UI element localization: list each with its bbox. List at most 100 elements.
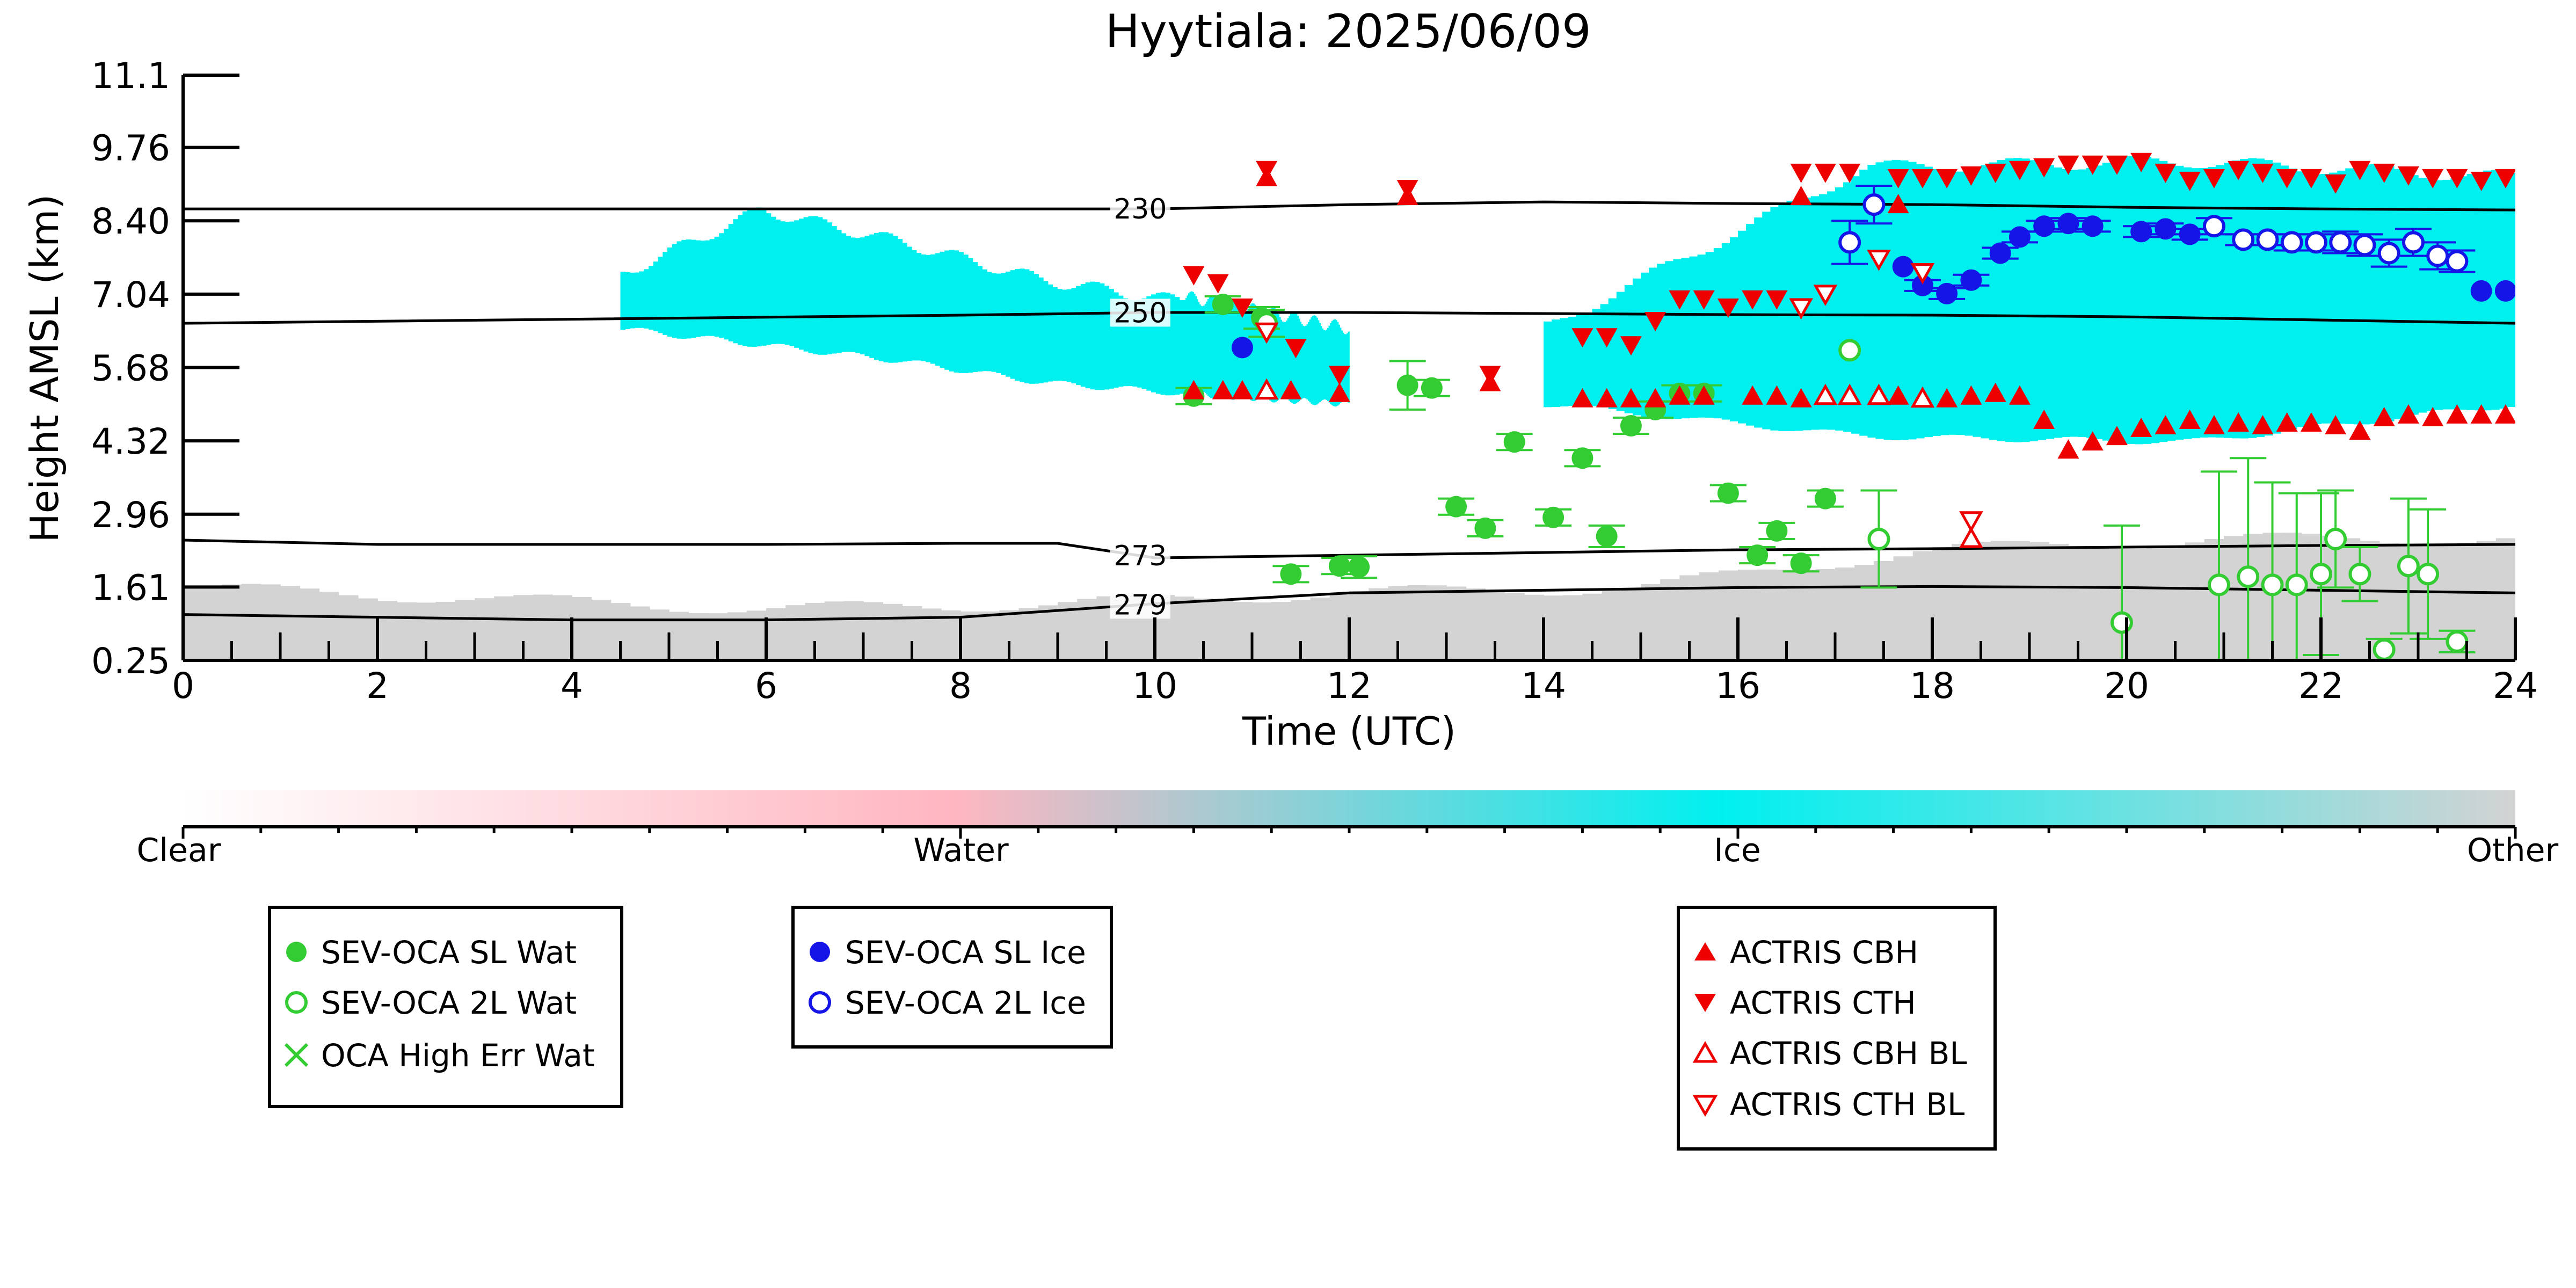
classification-column [1206, 301, 1208, 395]
data-point-actris-cth [1207, 274, 1229, 294]
classification-column [2005, 158, 2014, 442]
data-point-sev-oca-2l-wat [2324, 527, 2347, 550]
classification-column [1973, 168, 1982, 437]
classification-column [1160, 292, 1166, 395]
classification-column [1314, 316, 1317, 405]
classification-column [784, 222, 790, 345]
data-point-actris-cbh [2276, 412, 2298, 432]
classification-column [1762, 212, 1771, 430]
classification-column [435, 601, 456, 660]
data-point-actris-cth [1766, 290, 1788, 310]
data-point-sev-oca-2l-ice [2402, 231, 2425, 254]
data-point-actris-cth [1183, 266, 1205, 286]
classification-column [991, 273, 997, 372]
classification-column [1213, 296, 1215, 398]
classification-column [1632, 278, 1641, 416]
classification-column [1085, 282, 1091, 389]
classification-column [358, 598, 378, 660]
y-tick-label: 9.76 [91, 128, 170, 169]
classification-column [746, 610, 767, 660]
classification-column [648, 266, 654, 330]
classification-column [1283, 322, 1285, 397]
data-point-sev-oca-2l-ice [2329, 231, 2352, 254]
data-point-actris-cbh [1887, 194, 1909, 214]
data-point-actris-cbh [2349, 420, 2371, 440]
legend-label-sev-oca-2l-ice: SEV-OCA 2L Ice [845, 985, 1086, 1021]
classification-column [1660, 579, 1680, 660]
data-point-sev-oca-sl-ice [1892, 256, 1914, 278]
classification-column [1218, 306, 1220, 394]
classification-column [1602, 591, 1622, 660]
classification-column [2185, 542, 2205, 660]
data-point-actris-cth [2057, 155, 2079, 175]
legend-label-actris-cbh: ACTRIS CBH [1730, 934, 1918, 971]
data-point-actris-cth [1285, 339, 1307, 359]
data-point-sev-oca-sl-wat [1348, 556, 1370, 578]
data-point-actris-cbh [2325, 414, 2347, 434]
classification-column [2458, 176, 2468, 410]
classification-column [2312, 174, 2322, 424]
legend-water: SEV-OCA SL Wat SEV-OCA 2L Wat OCA High E… [268, 906, 623, 1108]
legend-actris-box [1677, 906, 1997, 1151]
data-point-sev-oca-sl-ice [2009, 226, 2031, 248]
x-tick-label: 10 [1132, 665, 1177, 707]
classification-column [2167, 163, 2176, 441]
classification-column [658, 257, 664, 333]
classification-column [653, 261, 659, 331]
classification-column [1286, 321, 1288, 398]
data-point-sev-oca-2l-ice [2256, 228, 2279, 251]
classification-column [960, 611, 980, 660]
classification-column [1191, 291, 1193, 397]
classification-column [1319, 323, 1321, 402]
colorbar-gradient [183, 790, 2515, 826]
classification-column [625, 272, 630, 329]
classification-column [1893, 556, 1913, 660]
x-tick-label: 0 [172, 665, 194, 707]
data-point-actris-cth [1936, 169, 1958, 188]
classification-column [1276, 311, 1278, 402]
data-point-sev-oca-sl-wat [1620, 414, 1642, 436]
classification-column [1329, 594, 1350, 660]
data-point-sev-oca-sl-ice [1936, 282, 1958, 304]
classification-column [1859, 169, 1868, 436]
data-point-actris-cth-bl [1959, 511, 1983, 533]
classification-column [863, 602, 883, 660]
classification-column [1203, 305, 1205, 392]
classification-column [1311, 317, 1313, 404]
classification-column [1818, 194, 1828, 430]
classification-column [2232, 160, 2240, 439]
classification-column [1504, 593, 1525, 660]
data-point-sev-oca-sl-wat [1328, 555, 1350, 577]
data-point-actris-cth [2446, 169, 2468, 188]
classification-column [1334, 319, 1336, 407]
classification-column [2434, 180, 2443, 410]
data-point-actris-cbh-bl [1910, 386, 1935, 408]
data-point-actris-cth [1596, 328, 1618, 348]
data-point-actris-cth [2203, 169, 2225, 188]
classification-column [1253, 303, 1255, 402]
classification-column [1349, 591, 1369, 660]
classification-column [2146, 547, 2166, 660]
classification-column [455, 600, 475, 660]
classification-column [1563, 595, 1583, 660]
classification-column [1260, 315, 1262, 397]
data-point-sev-oca-2l-ice [1838, 231, 1861, 254]
classification-column [789, 221, 795, 346]
classification-column [813, 216, 818, 354]
x-tick-label: 16 [1715, 665, 1760, 707]
classification-column [1560, 318, 1569, 407]
classification-column [1738, 569, 1758, 660]
data-point-actris-cbh [1620, 388, 1642, 407]
classification-region-ice [620, 207, 1185, 396]
classification-column [2450, 178, 2459, 410]
classification-column [752, 207, 758, 347]
classification-column [1123, 298, 1129, 387]
classification-column [869, 234, 875, 358]
classification-column [1524, 594, 1544, 660]
data-point-sev-oca-sl-ice [2155, 218, 2177, 240]
legend-marker-sev-oca-2l-ice [809, 991, 831, 1014]
classification-column [2272, 162, 2281, 434]
classification-column [1900, 160, 1909, 440]
classification-column [808, 216, 813, 353]
legend-marker-actris-cbh-bl [1692, 1040, 1718, 1063]
